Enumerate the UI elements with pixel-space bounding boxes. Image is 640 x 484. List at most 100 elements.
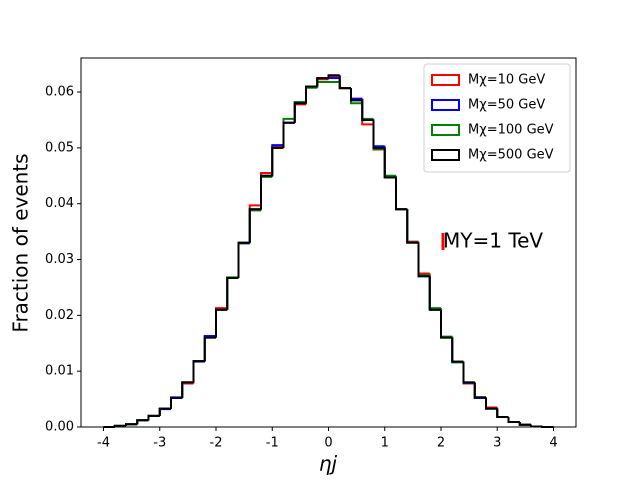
- histogram-step: [170, 396, 183, 409]
- histogram-step: [428, 275, 441, 310]
- histogram-step: [462, 362, 475, 384]
- histogram-step: [147, 414, 160, 421]
- histogram-step: [462, 361, 475, 385]
- histogram-step: [237, 241, 250, 278]
- histogram-step: [260, 174, 273, 210]
- histogram-step: [383, 147, 396, 179]
- histogram-step: [192, 360, 205, 383]
- histogram-step: [496, 407, 509, 418]
- x-tick-label: -2: [210, 436, 223, 451]
- histogram-step: [181, 381, 194, 398]
- histogram-step: [203, 335, 216, 362]
- histogram-step: [440, 309, 453, 339]
- x-tick-label: -3: [153, 436, 166, 451]
- histogram-step: [226, 276, 239, 310]
- histogram-step: [338, 75, 351, 90]
- histogram-step: [473, 382, 486, 399]
- histogram-step: [406, 209, 419, 244]
- histogram-step: [395, 176, 408, 211]
- histogram-step: [215, 308, 228, 338]
- histogram-step: [215, 307, 228, 337]
- histogram-step: [237, 242, 250, 278]
- histogram-step: [417, 241, 430, 275]
- histogram-step: [237, 241, 250, 278]
- y-tick-label: 0.05: [45, 140, 74, 155]
- histogram-step: [485, 397, 498, 409]
- histogram-step: [451, 337, 464, 363]
- histogram-step: [383, 149, 396, 178]
- y-tick-label: 0.06: [45, 85, 74, 100]
- histogram-step: [226, 276, 239, 310]
- histogram-step: [372, 118, 385, 150]
- histogram-step: [440, 309, 453, 339]
- histogram-step: [203, 335, 216, 362]
- histogram-step: [417, 242, 430, 277]
- histogram-step: [248, 208, 261, 244]
- histogram-step: [530, 424, 543, 428]
- histogram-step: [383, 148, 396, 177]
- x-tick-label: 1: [381, 436, 389, 451]
- histogram-step: [192, 360, 205, 383]
- histogram-step: [305, 86, 318, 103]
- y-tick-label: 0.02: [45, 308, 74, 323]
- histogram-step: [305, 85, 318, 104]
- histogram-step: [338, 76, 351, 90]
- histogram-step: [473, 383, 486, 399]
- legend-swatch: [431, 99, 460, 111]
- histogram-step: [440, 308, 453, 338]
- legend-label: Mχ=50 GeV: [468, 98, 545, 113]
- histogram-step: [293, 103, 306, 123]
- histogram-step: [293, 102, 306, 123]
- y-tick-label: 0.04: [45, 196, 74, 211]
- histogram-step: [282, 121, 295, 147]
- histogram-step: [451, 337, 464, 363]
- x-tick-label: 0: [324, 436, 332, 451]
- histogram-step: [282, 121, 295, 146]
- histogram-step: [485, 397, 498, 410]
- histogram-step: [248, 208, 261, 243]
- histogram-step: [260, 174, 273, 210]
- histogram-step: [181, 381, 194, 398]
- histogram-step: [361, 100, 374, 121]
- histogram-step: [406, 209, 419, 244]
- histogram-step: [473, 382, 486, 399]
- histogram-step: [350, 88, 363, 100]
- histogram-step: [395, 177, 408, 211]
- histogram-step: [271, 145, 284, 173]
- histogram-step: [451, 336, 464, 364]
- histogram-step: [338, 78, 351, 90]
- legend-label: Mχ=500 GeV: [468, 148, 554, 163]
- histogram-step: [428, 273, 441, 310]
- histogram-step: [282, 121, 295, 148]
- histogram-step: [170, 396, 183, 409]
- histogram-step: [350, 88, 363, 102]
- legend-label: Mχ=10 GeV: [468, 73, 545, 88]
- histogram-step: [507, 416, 520, 423]
- legend-label: Mχ=100 GeV: [468, 123, 554, 138]
- legend-swatch: [431, 149, 460, 161]
- histogram-step: [473, 382, 486, 399]
- histogram-step: [113, 424, 126, 427]
- x-axis-label: ηj: [319, 452, 338, 476]
- histogram-step: [136, 419, 149, 425]
- histogram-step: [406, 209, 419, 243]
- histogram-step: [158, 407, 171, 416]
- histogram-step: [440, 308, 453, 339]
- histogram-step: [215, 308, 228, 338]
- x-tick-label: 3: [493, 436, 501, 451]
- histogram-step: [226, 276, 239, 309]
- histogram-step: [192, 360, 205, 383]
- histogram-step: [327, 74, 340, 79]
- histogram-step: [305, 86, 318, 103]
- histogram-step: [361, 103, 374, 120]
- histogram-step: [260, 175, 273, 211]
- histogram-step: [203, 336, 216, 362]
- histogram-step: [417, 242, 430, 278]
- histogram-step: [350, 88, 363, 100]
- histogram-step: [170, 396, 183, 410]
- histogram-step: [462, 361, 475, 384]
- x-tick-label: -4: [97, 436, 110, 451]
- histogram-step: [361, 98, 374, 121]
- histogram-step: [237, 241, 250, 278]
